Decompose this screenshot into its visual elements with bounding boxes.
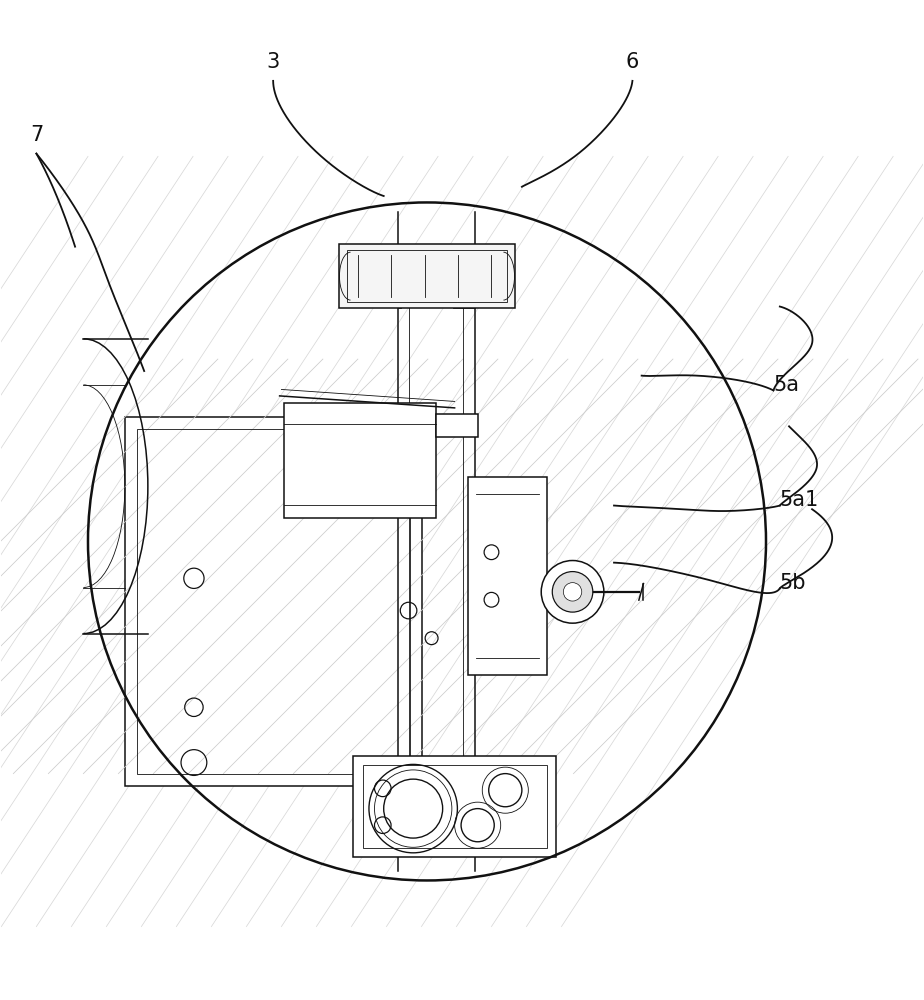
Bar [285,403,436,518]
Text: 6: 6 [626,52,639,72]
Text: 3: 3 [266,52,280,72]
Bar [346,250,507,302]
Text: 5a1: 5a1 [780,490,819,510]
Text: 7: 7 [30,125,43,145]
Bar [362,765,547,848]
Circle shape [541,561,604,623]
Text: 5a: 5a [773,375,799,395]
Circle shape [564,583,582,601]
Bar [468,477,547,675]
Bar [137,429,410,774]
Bar [436,414,478,437]
Bar [125,417,422,786]
Text: 5b: 5b [780,573,807,593]
Bar [353,756,556,857]
Bar [339,244,515,308]
Bar [137,429,410,774]
Circle shape [553,572,593,612]
